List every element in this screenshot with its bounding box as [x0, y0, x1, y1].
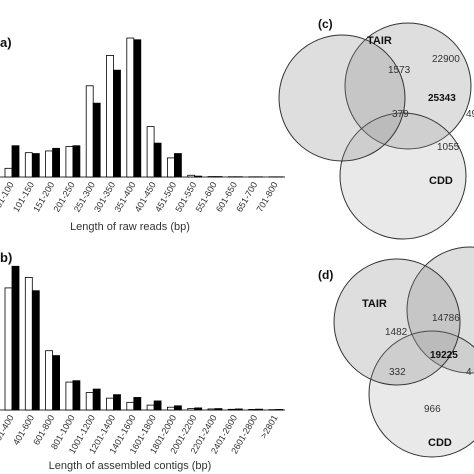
- venn-d-circle-cdd: [368, 330, 474, 458]
- venn-c-tair-top: 22900: [432, 54, 460, 65]
- venn-c-cdd-only: 1055: [437, 142, 460, 153]
- bar-351-400-series-2: [133, 39, 142, 178]
- panel-a: a) 51-100101-150151-200201-250251-300301…: [0, 35, 285, 233]
- bar-51-100-series-2: [11, 145, 20, 178]
- bar-251-300-series-1: [85, 85, 94, 178]
- tick-label->2801: >2801: [258, 413, 279, 440]
- venn-c-circle-top-right: [344, 22, 472, 150]
- bar-501-550-series-2: [194, 175, 203, 178]
- venn-c-set-tair: TAIR: [367, 35, 392, 47]
- venn-d-tair-only: 1482: [385, 327, 408, 338]
- bar-2201-2400-series-1: [207, 408, 216, 411]
- venn-c-right-cdd: 49: [466, 109, 474, 120]
- bar-601-800-series-2: [52, 355, 60, 411]
- bar-2601-2800-series-2: [255, 408, 264, 411]
- bar-401-450-series-2: [153, 142, 162, 178]
- panel-b-xlabel: Length of assembled contigs (bp): [49, 460, 212, 472]
- bar-1801-2000-series-2: [173, 405, 182, 411]
- bar-2401-2600-series-2: [234, 408, 243, 411]
- bar-1401-1600-series-2: [133, 397, 142, 411]
- venn-d-right-cdd: 4: [466, 367, 472, 378]
- panel-b-bars: [4, 265, 284, 411]
- panel-a-tick-labels: 51-100101-150151-200201-250251-300301-35…: [0, 180, 280, 214]
- bar-801-1000-series-2: [72, 380, 81, 411]
- bar-451-500-series-2: [173, 153, 182, 178]
- venn-d-cdd-only: 966: [424, 404, 441, 415]
- bar-1601-1800-series-2: [153, 400, 162, 411]
- bar-1401-1600-series-1: [126, 401, 135, 411]
- bar-1601-1800-series-1: [146, 404, 155, 411]
- bar-301-350-series-2: [113, 69, 121, 178]
- bar-201-250-series-1: [65, 146, 74, 178]
- bar-251-300-series-2: [92, 102, 101, 178]
- bar-51-100-series-1: [4, 167, 13, 178]
- bar-801-1000-series-1: [65, 381, 74, 411]
- venn-d-set-tair: TAIR: [362, 298, 387, 310]
- bar-1001-1200-series-1: [85, 392, 94, 411]
- bar-2001-2200-series-2: [194, 407, 203, 411]
- panel-b-tick-labels: 201-400401-600601-800801-10001001-120012…: [0, 413, 280, 455]
- bar-201-400-series-2: [11, 265, 20, 411]
- venn-c-circle-tair: [278, 34, 406, 162]
- venn-d-circle-tair: [333, 258, 461, 386]
- bar-401-600-series-2: [31, 290, 40, 411]
- panel-b-label: b): [0, 250, 12, 265]
- bar-501-550-series-1: [187, 174, 196, 178]
- panel-b: b) 201-400401-600601-800801-10001001-120…: [0, 250, 285, 472]
- bar-2001-2200-series-1: [187, 408, 196, 411]
- bar-401-450-series-1: [146, 126, 155, 178]
- panel-a-label: a): [0, 35, 12, 50]
- bar-1801-2000-series-1: [166, 406, 175, 411]
- panel-d-label: (d): [318, 268, 333, 282]
- venn-d-tair-cdd: 332: [389, 367, 406, 378]
- bar-301-350-series-1: [106, 55, 114, 178]
- bar-2201-2400-series-2: [214, 408, 223, 411]
- bar-151-200-series-1: [45, 150, 53, 178]
- bar-1001-1200-series-2: [92, 388, 101, 411]
- panel-a-bars: [4, 37, 284, 178]
- bar-2401-2600-series-1: [227, 408, 236, 411]
- bar-151-200-series-2: [52, 147, 60, 178]
- venn-c-center: 25343: [428, 93, 456, 104]
- bar-451-500-series-1: [166, 157, 175, 178]
- venn-c-tair-cdd: 379: [392, 109, 409, 120]
- bar-351-400-series-1: [126, 37, 135, 178]
- bar-1201-1400-series-2: [113, 394, 121, 411]
- bar-201-400-series-1: [4, 287, 13, 411]
- bar-601-800-series-1: [45, 350, 53, 411]
- venn-d-tair-top: 14786: [432, 313, 460, 324]
- bar-201-250-series-2: [72, 145, 81, 178]
- panel-a-xlabel: Length of raw reads (bp): [70, 221, 190, 233]
- panel-c-label: (c): [318, 17, 333, 31]
- venn-d-center: 19225: [430, 350, 458, 361]
- venn-d-set-cdd: CDD: [428, 437, 452, 449]
- bar-401-600-series-1: [24, 277, 33, 411]
- venn-c-tair-only: 1573: [388, 65, 411, 76]
- bar-101-150-series-1: [24, 152, 33, 178]
- panel-d: (d) TAIR 1482 14786 19225 332 4 966 CDD: [318, 246, 474, 458]
- bar-101-150-series-2: [31, 153, 40, 178]
- panel-c: (c) TAIR 1573 22900 25343 379 49 1055 CD…: [278, 17, 474, 240]
- venn-c-set-cdd: CDD: [429, 175, 453, 187]
- bar->2801-series-2: [275, 409, 284, 411]
- bar-1201-1400-series-1: [106, 397, 114, 411]
- bar-2601-2800-series-1: [248, 409, 257, 411]
